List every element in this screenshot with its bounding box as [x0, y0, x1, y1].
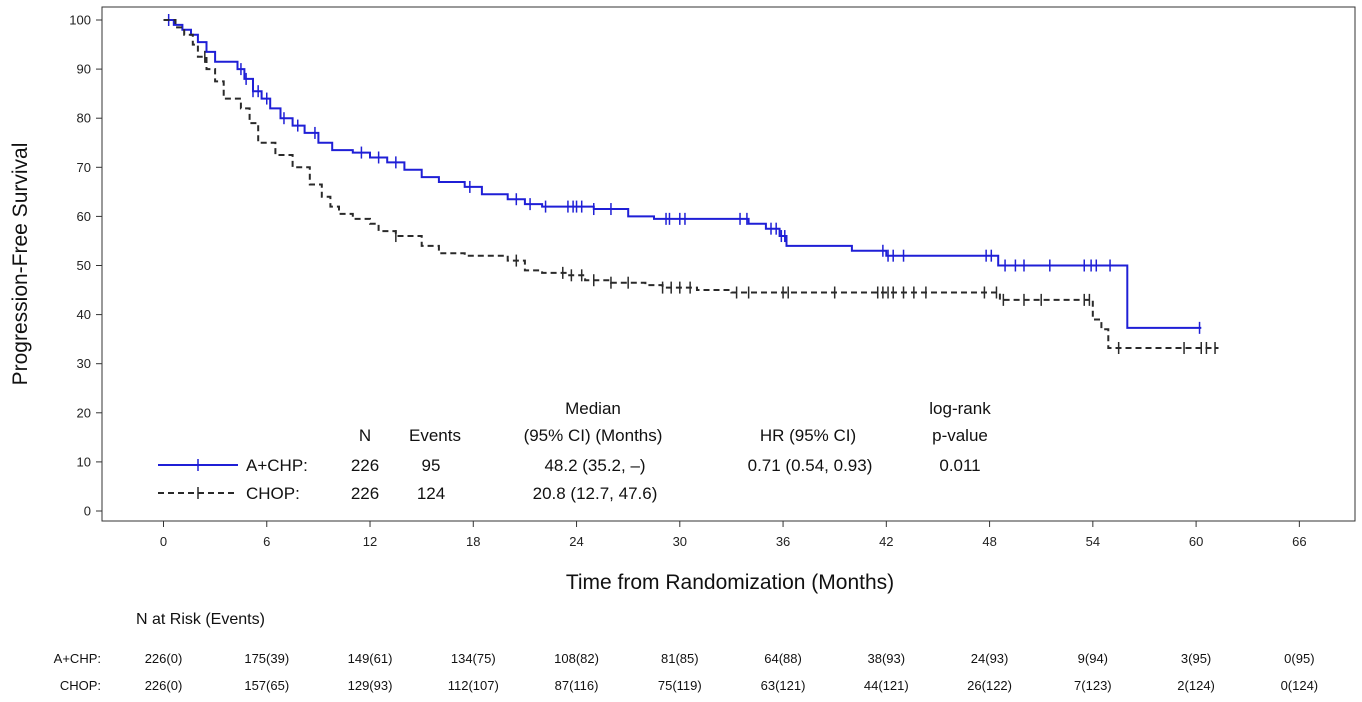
y-tick-label: 40: [77, 307, 91, 322]
risk-cell: 175(39): [244, 651, 289, 666]
survival-curves: [163, 14, 1219, 354]
x-tick-label: 0: [160, 534, 167, 549]
risk-cell: 26(122): [967, 678, 1012, 693]
risk-cell: 2(124): [1177, 678, 1215, 693]
y-tick-label: 20: [77, 405, 91, 420]
legend-header-logrank-1: log-rank: [929, 399, 991, 418]
risk-cell: 134(75): [451, 651, 496, 666]
legend-table: N Events Median (95% CI) (Months) HR (95…: [158, 399, 991, 503]
x-axis-label: Time from Randomization (Months): [566, 571, 894, 594]
legend-header-median-2: (95% CI) (Months): [524, 426, 663, 445]
plot-frame: [101, 6, 1356, 522]
risk-cell: 75(119): [658, 678, 702, 693]
risk-cell: 0(95): [1284, 651, 1314, 666]
risk-cell: 38(93): [868, 651, 906, 666]
risk-cell: 129(93): [348, 678, 393, 693]
risk-cell: 108(82): [554, 651, 599, 666]
risk-cell: 226(0): [145, 678, 183, 693]
legend-header-logrank-2: p-value: [932, 426, 988, 445]
x-tick-label: 42: [879, 534, 893, 549]
legend-hr-a-chp: 0.71 (0.54, 0.93): [748, 456, 873, 475]
x-tick-label: 54: [1086, 534, 1100, 549]
curve-a-chp: [163, 19, 1202, 329]
y-tick-label: 80: [77, 111, 91, 126]
x-tick-label: 36: [776, 534, 790, 549]
y-axis-label: Progression-Free Survival: [9, 143, 32, 386]
legend-n-a-chp: 226: [351, 456, 379, 475]
x-tick-label: 48: [982, 534, 996, 549]
risk-cell: 0(124): [1281, 678, 1319, 693]
x-tick-label: 6: [263, 534, 270, 549]
risk-cell: 44(121): [864, 678, 909, 693]
legend-label-a-chp: A+CHP:: [246, 456, 308, 475]
y-axis: 0 10 20 30 40 50 60 70 80 90 100: [69, 13, 102, 519]
legend-events-chop: 124: [417, 484, 445, 503]
x-tick-label: 66: [1292, 534, 1306, 549]
legend-events-a-chp: 95: [422, 456, 441, 475]
legend-header-hr: HR (95% CI): [760, 426, 856, 445]
risk-cell: 64(88): [764, 651, 802, 666]
risk-cell: 7(123): [1074, 678, 1112, 693]
x-tick-label: 30: [673, 534, 687, 549]
y-tick-label: 30: [77, 356, 91, 371]
legend-header-n: N: [359, 426, 371, 445]
x-tick-label: 60: [1189, 534, 1203, 549]
risk-row-label-a-chp: A+CHP:: [54, 651, 101, 666]
legend-median-chop: 20.8 (12.7, 47.6): [533, 484, 658, 503]
risk-row-label-chop: CHOP:: [60, 678, 101, 693]
x-axis: 0 6 12 18 24 30 36 42 48 54 60 66: [160, 521, 1307, 549]
legend-label-chop: CHOP:: [246, 484, 300, 503]
risk-cell: 81(85): [661, 651, 699, 666]
risk-table-title: N at Risk (Events): [136, 611, 265, 628]
y-tick-label: 60: [77, 209, 91, 224]
y-tick-label: 70: [77, 160, 91, 175]
legend-header-events: Events: [409, 426, 461, 445]
legend-n-chop: 226: [351, 484, 379, 503]
y-tick-label: 10: [77, 454, 91, 469]
legend-median-a-chp: 48.2 (35.2, –): [544, 456, 645, 475]
risk-cell: 157(65): [244, 678, 289, 693]
risk-cell: 149(61): [348, 651, 393, 666]
x-tick-label: 18: [466, 534, 480, 549]
legend-header-median-1: Median: [565, 399, 621, 418]
risk-cell: 3(95): [1181, 651, 1211, 666]
x-tick-label: 24: [569, 534, 583, 549]
risk-cell: 226(0): [145, 651, 183, 666]
risk-table: N at Risk (Events) A+CHP: CHOP: 226(0) 17…: [54, 611, 1318, 693]
y-tick-label: 90: [77, 62, 91, 77]
curve-chop: [163, 19, 1219, 349]
y-tick-label: 100: [69, 13, 91, 28]
x-tick-label: 12: [363, 534, 377, 549]
risk-cell: 24(93): [971, 651, 1009, 666]
legend-pvalue-a-chp: 0.011: [939, 456, 980, 475]
y-tick-label: 0: [84, 504, 91, 519]
y-tick-label: 50: [77, 258, 91, 273]
risk-cell: 9(94): [1078, 651, 1108, 666]
risk-cell: 63(121): [761, 678, 806, 693]
risk-cell: 87(116): [555, 678, 599, 693]
risk-cell: 112(107): [448, 678, 499, 693]
